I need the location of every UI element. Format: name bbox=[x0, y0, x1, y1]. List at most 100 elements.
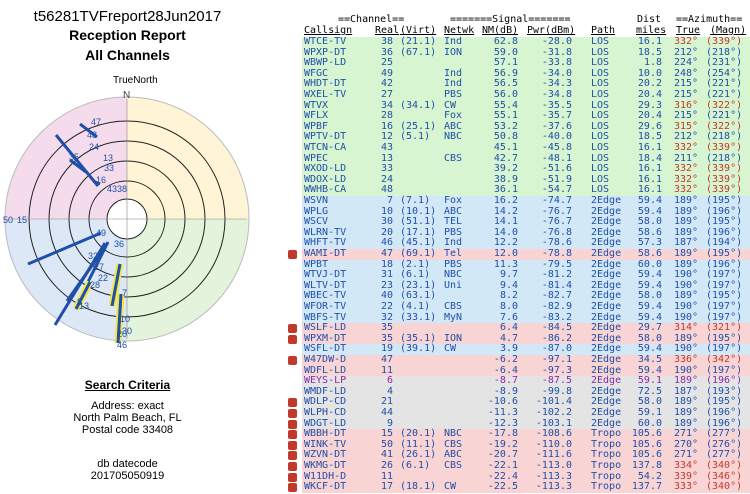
cell-magn: (197°) bbox=[706, 269, 743, 281]
cell-callsign: WKCF-DT bbox=[304, 481, 347, 493]
cell-path: LOS bbox=[591, 152, 610, 164]
cell-miles: 20.2 bbox=[637, 78, 662, 90]
cell-miles: 57.3 bbox=[637, 237, 662, 249]
table-row[interactable]: WLRN-TV 20 (17.1) PBS 14.0 -76.8 2Edge 58.6 189°… bbox=[258, 226, 750, 239]
cell-nm: -10.6 bbox=[487, 396, 518, 408]
table-row[interactable]: WAMI-DT 47 (69.1) Tel 12.0 -78.8 2Edge 58.6 189°… bbox=[258, 248, 750, 260]
table-row[interactable]: WPBF 16 (25.1) ABC 53.2 -37.6 LOS 29.6 315° (322°… bbox=[258, 121, 750, 133]
table-row[interactable]: WBBH-DT 15 (20.1) NBC -17.8 -108.6 Tropo 105.6 2… bbox=[258, 429, 750, 440]
table-row[interactable]: WDFL-LD 11 -6.4 -97.3 2Edge 59.4 190° (197°) bbox=[258, 365, 750, 377]
cell-magn: (196°) bbox=[706, 205, 743, 217]
table-row[interactable]: WPXM-DT 35 (35.1) ION 4.7 -86.2 2Edge 58.0 189° (… bbox=[258, 332, 750, 345]
table-row[interactable]: WTVX 34 (34.1) CW 55.4 -35.5 LOS 29.3 316° (322°) bbox=[258, 99, 750, 112]
table-row[interactable]: WDGT-LD 9 -12.3 -103.1 2Edge 60.0 189° (196°) bbox=[258, 417, 750, 430]
cell-path: LOS bbox=[591, 110, 610, 122]
table-row[interactable]: WKMG-DT 26 (6.1) CBS -22.1 -113.0 Tropo 137.8 33… bbox=[258, 460, 750, 472]
north-label: TrueNorth bbox=[113, 75, 158, 86]
table-row[interactable]: WLPH-CD 44 -11.3 -102.2 2Edge 59.1 189° (196°) bbox=[258, 407, 750, 419]
table-row[interactable]: WSLF-LD 35 6.4 -84.5 2Edge 29.7 314° (321°) bbox=[258, 323, 750, 334]
cell-real: 35 bbox=[380, 332, 393, 344]
beam-line bbox=[79, 122, 98, 139]
cell-nm: 8.2 bbox=[499, 290, 518, 302]
table-row[interactable]: WPTV-DT 12 (5.1) NBC 50.8 -40.0 LOS 18.5 212° (21… bbox=[258, 132, 750, 143]
table-row[interactable]: W11DH-D 11 -22.4 -113.3 Tropo 54.2 339° (346°) bbox=[258, 470, 750, 483]
table-row[interactable]: WTVJ-DT 31 (6.1) NBC 9.7 -81.2 2Edge 59.4 190° (1… bbox=[258, 270, 750, 281]
table-row[interactable]: WLTV-DT 23 (23.1) Uni 9.4 -81.4 2Edge 59.4 190° (… bbox=[258, 279, 750, 292]
table-row[interactable]: WMDF-LD 4 -8.9 -99.8 2Edge 72.5 187° (193°) bbox=[258, 386, 750, 398]
table-row[interactable]: WFGC 49 Ind 56.9 -34.0 LOS 10.0 248° (254°) bbox=[258, 67, 750, 80]
cell-netwk: Uni bbox=[444, 279, 463, 291]
cell-true: 332° bbox=[674, 36, 699, 47]
polar-label: 22 bbox=[98, 273, 108, 283]
cell-netwk: CBS bbox=[444, 438, 463, 450]
table-row[interactable]: WSCV 30 (51.1) TEL 14.1 -76.7 2Edge 58.0 189° (19… bbox=[258, 217, 750, 228]
table-row[interactable]: WDOX-LD 24 38.9 -51.9 LOS 16.1 332° (339°) bbox=[258, 174, 750, 186]
cell-true: 314° bbox=[674, 322, 699, 334]
warning-icon bbox=[288, 451, 297, 461]
table-row[interactable]: WTCE-TV 38 (21.1) Ind 62.8 -28.0 LOS 16.1 332° (3… bbox=[258, 36, 750, 48]
cell-magn: (339°) bbox=[706, 142, 743, 153]
cell-path: LOS bbox=[591, 184, 610, 196]
table-row[interactable]: WKCF-DT 17 (18.1) CW -22.5 -113.3 Tropo 137.7 33… bbox=[258, 482, 750, 493]
polar-label: 27 bbox=[94, 262, 104, 272]
table-row[interactable]: WFOR-TV 22 (4.1) CBS 8.0 -82.9 2Edge 59.4 190° (1… bbox=[258, 301, 750, 313]
table-row[interactable]: WBWP-LD 25 57.1 -33.8 LOS 1.8 224° (231°) bbox=[258, 58, 750, 69]
cell-pwr: -76.7 bbox=[541, 205, 572, 217]
cell-path: 2Edge bbox=[591, 279, 622, 291]
channel-table: ==Channel== =======Signal======= Dist ==… bbox=[258, 0, 750, 494]
cell-nm: 14.1 bbox=[493, 216, 518, 228]
table-row[interactable]: WHDT-DT 42 Ind 56.5 -34.3 LOS 20.2 215° (221°) bbox=[258, 79, 750, 90]
table-row[interactable]: WBFS-TV 32 (33.1) MyN 7.6 -83.2 2Edge 59.4 190° (… bbox=[258, 312, 750, 324]
cell-true: 332° bbox=[674, 163, 699, 175]
cell-real: 9 bbox=[386, 417, 393, 429]
table-row[interactable]: WZVN-DT 41 (26.1) ABC -20.7 -111.6 Tropo 105.6 2… bbox=[258, 450, 750, 461]
cell-miles: 137.7 bbox=[631, 481, 662, 493]
cell-callsign: WFGC bbox=[304, 67, 329, 79]
cell-magn: (340°) bbox=[706, 460, 743, 471]
table-row[interactable]: WDLP-CD 21 -10.6 -101.4 2Edge 58.0 189° (195°) bbox=[258, 397, 750, 408]
cell-netwk: ION bbox=[444, 46, 463, 58]
cell-netwk: Ind bbox=[444, 78, 463, 90]
table-row[interactable]: WXOD-LD 33 39.2 -51.6 LOS 16.1 332° (339°) bbox=[258, 164, 750, 175]
cell-callsign: W47DW-D bbox=[304, 354, 347, 365]
cell-pwr: -87.0 bbox=[541, 343, 572, 355]
cell-path: 2Edge bbox=[591, 258, 622, 270]
table-row[interactable]: WPEC 13 CBS 42.7 -48.1 LOS 18.4 211° (218°) bbox=[258, 152, 750, 165]
cell-nm: -22.4 bbox=[487, 470, 518, 482]
cell-callsign: WSCV bbox=[304, 216, 329, 228]
table-row[interactable]: W47DW-D 47 -6.2 -97.1 2Edge 34.5 336° (342°) bbox=[258, 354, 750, 366]
table-row[interactable]: WPXP-DT 36 (67.1) ION 59.0 -31.8 LOS 18.5 212° (2… bbox=[258, 46, 750, 59]
beam-line bbox=[116, 293, 123, 344]
group-header-signal: =======Signal======= bbox=[450, 14, 571, 25]
table-row[interactable]: WPLG 10 (10.1) ABC 14.2 -76.7 2Edge 59.4 189° (19… bbox=[258, 205, 750, 218]
cell-magn: (196°) bbox=[706, 258, 743, 270]
cell-nm: 8.0 bbox=[499, 301, 518, 312]
cell-nm: 57.1 bbox=[493, 57, 518, 69]
cell-miles: 58.0 bbox=[637, 396, 662, 408]
table-row[interactable]: WEYS-LP 6 -8.7 -87.5 2Edge 59.1 189° (196°) bbox=[258, 376, 750, 387]
cell-magn: (254°) bbox=[706, 67, 743, 79]
table-row[interactable]: WXEL-TV 27 PBS 56.0 -34.8 LOS 20.4 215° (221°) bbox=[258, 89, 750, 101]
cell-miles: 10.0 bbox=[637, 67, 662, 79]
cell-real: 25 bbox=[380, 57, 393, 69]
table-row[interactable]: WWHB-CA 48 36.1 -54.7 LOS 16.1 332° (339°) bbox=[258, 185, 750, 196]
cell-nm: 39.2 bbox=[493, 163, 518, 175]
row-background bbox=[302, 238, 750, 249]
table-row[interactable]: WINK-TV 50 (11.1) CBS -19.2 -110.0 Tropo 105.6 2… bbox=[258, 438, 750, 451]
table-row[interactable]: WSFL-DT 19 (39.1) CW 3.9 -87.0 2Edge 59.4 190° (1… bbox=[258, 344, 750, 355]
cell-pwr: -34.0 bbox=[541, 67, 572, 79]
cell-callsign: WBWP-LD bbox=[304, 57, 347, 69]
table-row[interactable]: WSVN 7 (7.1) Fox 16.2 -74.7 2Edge 59.4 189° (195°… bbox=[258, 195, 750, 207]
table-row[interactable]: WHFT-TV 46 (45.1) Ind 12.2 -78.6 2Edge 57.3 187°… bbox=[258, 238, 750, 249]
table-row[interactable]: WFLX 28 Fox 55.1 -35.7 LOS 20.4 215° (221°) bbox=[258, 111, 750, 122]
cell-pwr: -82.7 bbox=[541, 290, 572, 302]
cell-miles: 137.8 bbox=[631, 460, 662, 471]
cell-nm: 14.0 bbox=[493, 226, 518, 238]
table-row[interactable]: WPBT 18 (2.1) PBS 11.3 -79.5 2Edge 60.0 189° (196… bbox=[258, 258, 750, 271]
cell-callsign: WTVX bbox=[304, 99, 329, 111]
table-row[interactable]: WBEC-TV 40 (63.1) 8.2 -82.7 2Edge 58.0 189° (195… bbox=[258, 291, 750, 302]
cell-netwk: Fox bbox=[444, 110, 463, 122]
warning-icon bbox=[288, 430, 297, 440]
table-row[interactable]: WTCN-CA 43 45.1 -45.8 LOS 16.1 332° (339°) bbox=[258, 142, 750, 154]
cell-true: 248° bbox=[674, 67, 699, 79]
